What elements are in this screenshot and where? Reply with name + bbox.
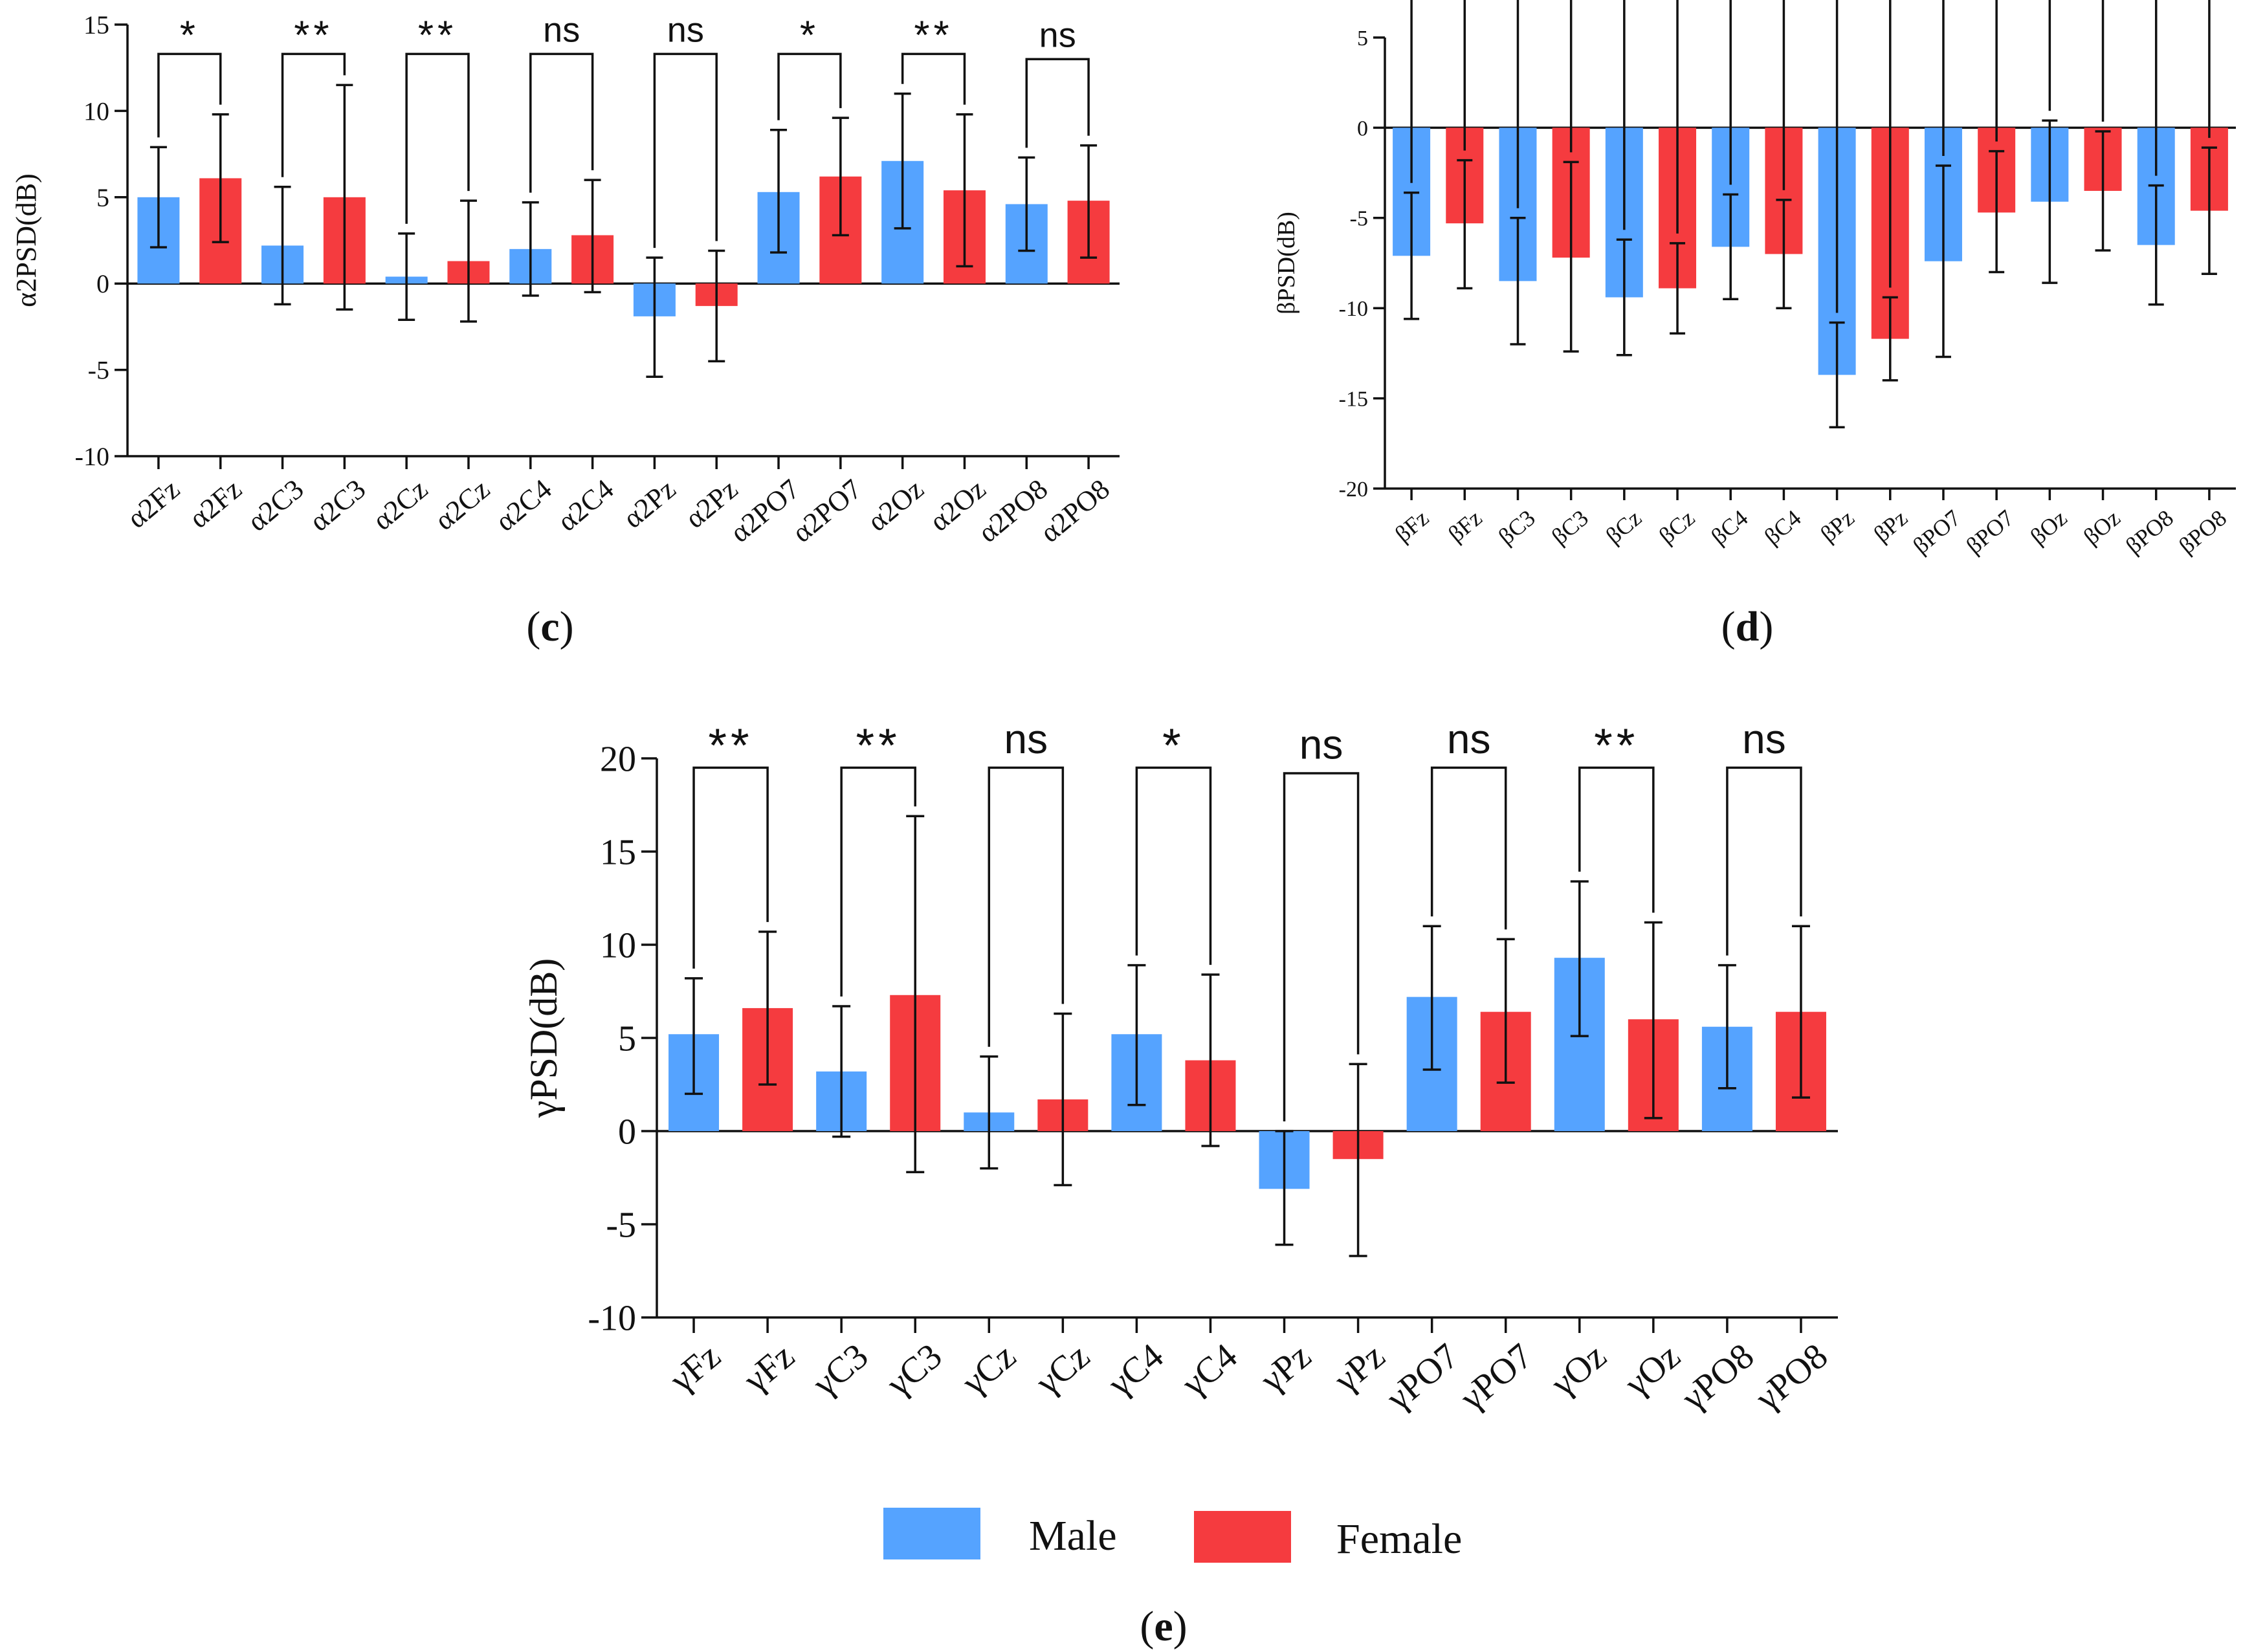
significance-bracket <box>405 52 470 224</box>
significance-bracket <box>2154 0 2211 176</box>
significance-label: ** <box>856 718 901 772</box>
significance-label: * <box>1162 718 1185 772</box>
significance-label: ** <box>1594 718 1639 772</box>
significance-label: * <box>180 13 199 58</box>
significance-bracket <box>529 52 594 193</box>
significance-label: ** <box>294 13 333 58</box>
significance-label: ns <box>1039 16 1076 54</box>
panel-label-c: (c) <box>526 603 573 650</box>
significance-bracket <box>1283 772 1360 1121</box>
significance-bracket <box>901 52 966 105</box>
y-tick-label: -10 <box>588 1299 636 1339</box>
y-axis-label: α2PSD(dB) <box>10 173 42 307</box>
significance-bracket <box>1729 0 1785 190</box>
significance-bracket <box>1623 0 1679 234</box>
significance-label: ns <box>543 10 580 49</box>
significance-label: ns <box>1742 716 1786 762</box>
significance-label: ns <box>1447 716 1491 762</box>
significance-bracket <box>1430 766 1507 930</box>
significance-bracket <box>692 766 769 969</box>
significance-bracket <box>2048 0 2105 122</box>
y-tick-label: 10 <box>600 926 636 966</box>
significance-bracket <box>840 766 916 997</box>
legend-male-swatch <box>883 1508 980 1559</box>
significance-bracket <box>653 52 718 248</box>
significance-label: ** <box>418 13 457 58</box>
significance-bracket <box>157 52 222 138</box>
y-tick-label: 15 <box>83 10 109 39</box>
y-tick-label: -10 <box>1339 297 1368 321</box>
y-tick-label: 20 <box>600 740 636 780</box>
y-axis-label: γPSD(dB) <box>522 958 565 1119</box>
y-tick-label: -5 <box>1350 207 1368 231</box>
significance-label: ns <box>1299 721 1343 768</box>
y-tick-label: 0 <box>96 269 109 298</box>
significance-label: ** <box>708 718 753 772</box>
y-tick-label: 0 <box>1357 116 1368 140</box>
y-tick-label: -5 <box>88 356 109 385</box>
significance-label: ns <box>667 10 704 49</box>
y-tick-label: 5 <box>96 183 109 212</box>
y-axis-label: βPSD(dB) <box>1273 212 1300 314</box>
y-tick-label: 5 <box>618 1019 636 1059</box>
y-tick-label: -5 <box>606 1206 636 1246</box>
y-tick-label: 10 <box>83 96 109 126</box>
y-tick-label: -20 <box>1339 478 1368 501</box>
legend-male-label: Male <box>1029 1512 1117 1559</box>
significance-label: * <box>800 13 819 58</box>
significance-bracket <box>1025 58 1090 148</box>
significance-bracket <box>1942 0 1998 156</box>
panel-label-e: (e) <box>1140 1603 1187 1650</box>
significance-bracket <box>988 766 1065 1047</box>
significance-bracket <box>1835 0 1892 313</box>
significance-bracket <box>1516 0 1573 208</box>
y-tick-label: 0 <box>618 1112 636 1152</box>
significance-bracket <box>777 52 842 120</box>
significance-label: ns <box>1004 716 1048 762</box>
legend-female-swatch <box>1194 1511 1291 1563</box>
significance-bracket <box>281 52 346 177</box>
significance-label: ** <box>914 13 953 58</box>
y-tick-label: -10 <box>75 442 109 471</box>
significance-bracket <box>1135 766 1212 965</box>
y-tick-label: -15 <box>1339 388 1368 412</box>
y-tick-label: 5 <box>1357 27 1368 50</box>
significance-bracket <box>1578 766 1655 913</box>
significance-bracket <box>1726 766 1802 956</box>
legend: Male Female <box>883 1508 1462 1563</box>
y-tick-label: 15 <box>600 833 636 873</box>
panel-label-d: (d) <box>1721 603 1774 650</box>
legend-female-label: Female <box>1336 1515 1462 1563</box>
significance-bracket <box>1410 0 1466 183</box>
